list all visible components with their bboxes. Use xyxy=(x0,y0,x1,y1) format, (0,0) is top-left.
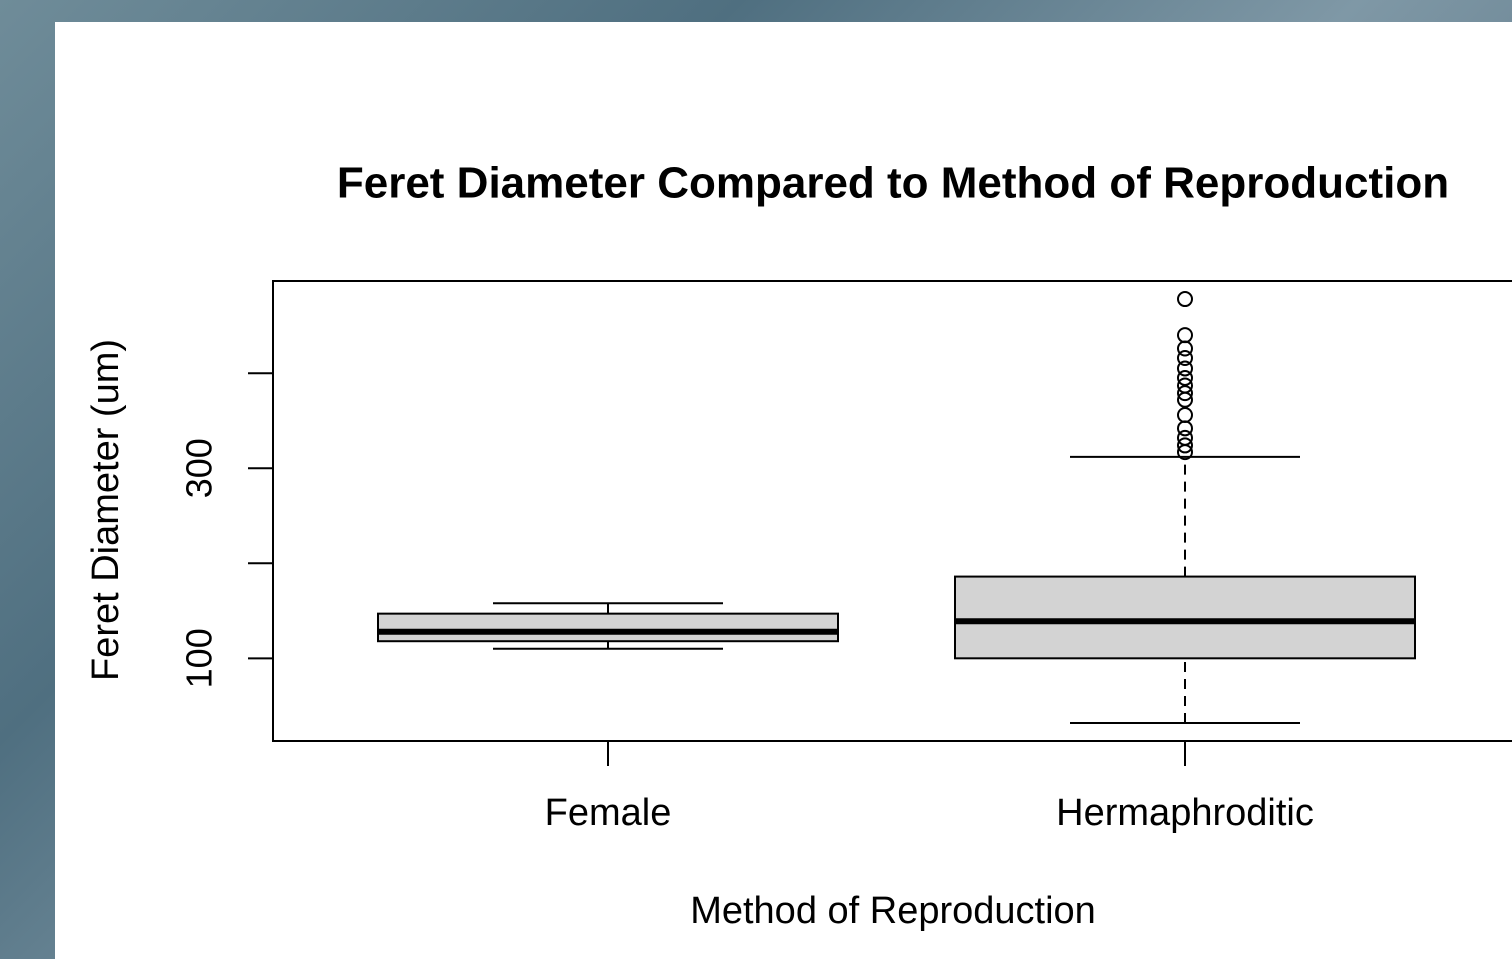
y-tick-label: 300 xyxy=(179,438,220,498)
x-axis-label: Method of Reproduction xyxy=(690,890,1096,932)
box xyxy=(955,577,1415,659)
chart: Feret Diameter Compared to Method of Rep… xyxy=(0,0,1512,959)
x-tick-label: Female xyxy=(545,792,672,834)
outlier xyxy=(1178,292,1192,306)
chart-title: Feret Diameter Compared to Method of Rep… xyxy=(337,159,1449,208)
outlier xyxy=(1178,328,1192,342)
y-tick-label: 100 xyxy=(179,628,220,688)
page: Feret Diameter Compared to Method of Rep… xyxy=(0,0,1512,959)
y-axis-label: Feret Diameter (um) xyxy=(85,339,127,681)
x-tick-label: Hermaphroditic xyxy=(1056,792,1314,834)
plot-frame xyxy=(273,281,1512,741)
outlier xyxy=(1178,408,1192,422)
box xyxy=(378,614,838,642)
